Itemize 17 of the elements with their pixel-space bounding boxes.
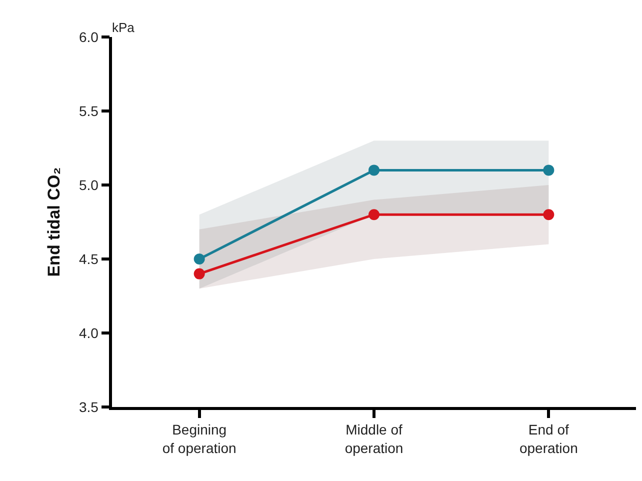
y-tick-label: 4.0 xyxy=(78,324,99,341)
x-tick-label: Middle of operation xyxy=(344,422,404,456)
y-tick-label: 3.5 xyxy=(78,398,99,415)
x-tick-label: End of operation xyxy=(519,422,578,456)
y-tick-label: 5.0 xyxy=(78,176,99,193)
point xyxy=(194,268,205,280)
point xyxy=(194,254,205,264)
x-tick-label: Begining of operation xyxy=(162,422,236,456)
y-tick-label: 4.5 xyxy=(78,250,99,267)
point xyxy=(543,209,554,220)
text: kPa xyxy=(112,20,136,35)
y-tick-label: 5.5 xyxy=(78,102,99,119)
point xyxy=(368,164,380,176)
point xyxy=(368,209,380,220)
y-axis-title: End tidal CO₂ xyxy=(44,167,64,277)
y-tick-label: 6.0 xyxy=(78,28,99,45)
point xyxy=(543,164,554,176)
